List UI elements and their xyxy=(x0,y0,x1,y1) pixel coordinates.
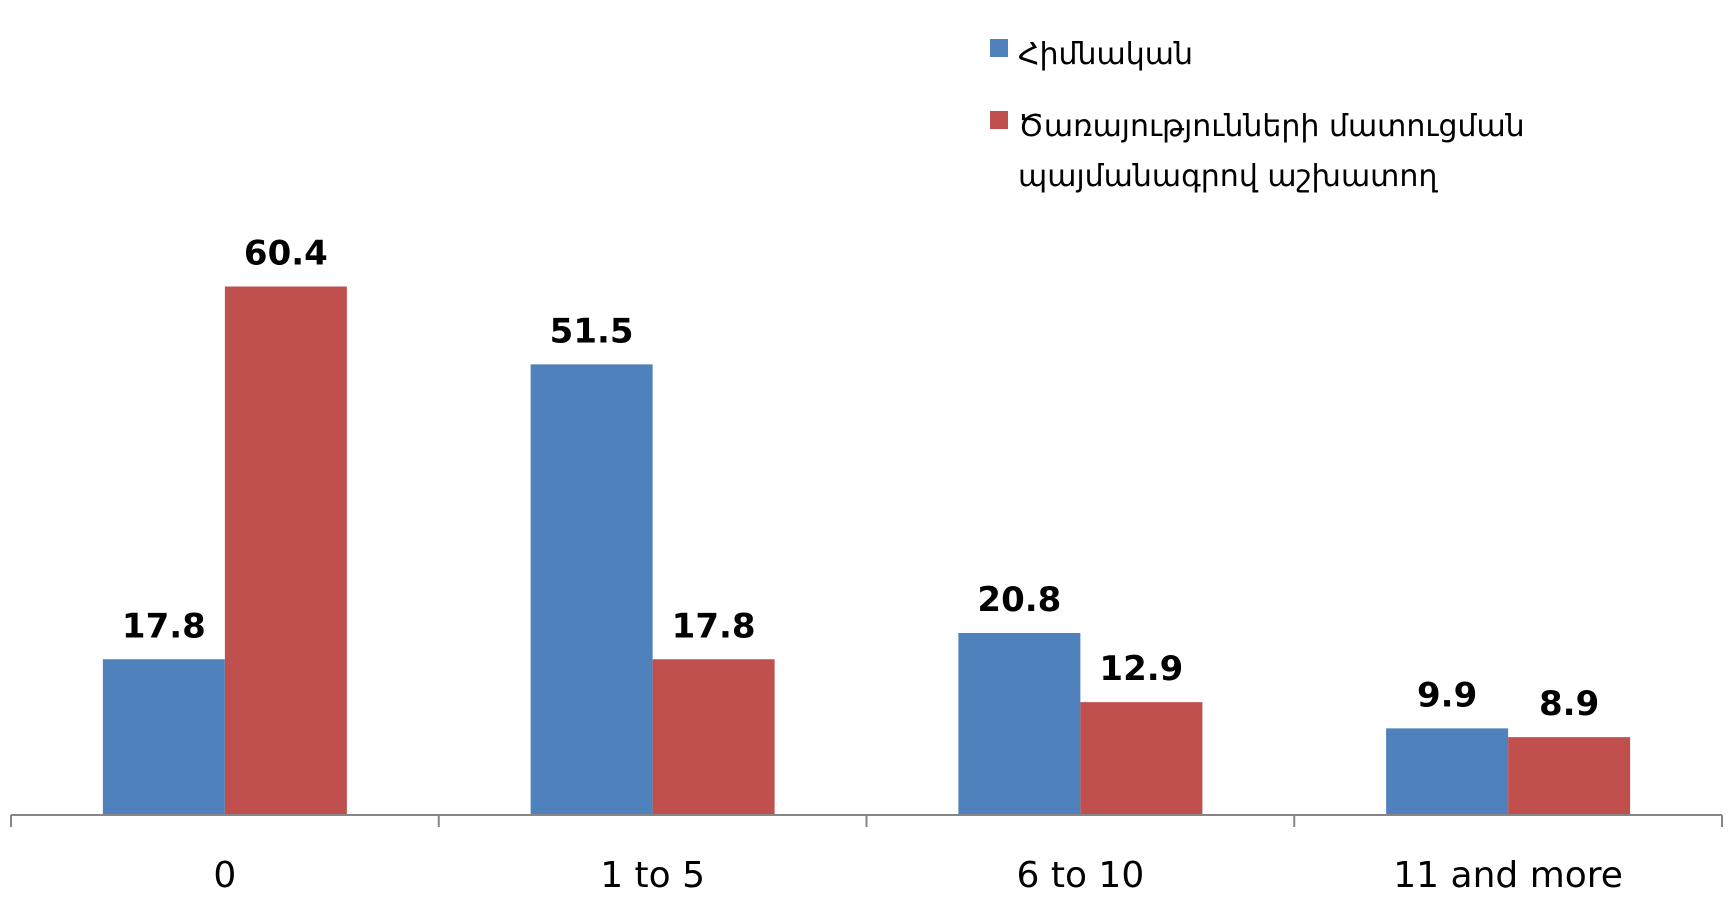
bar-series-2-3 xyxy=(1508,737,1631,815)
data-label-series-1-0: 17.8 xyxy=(122,606,206,646)
bars-group xyxy=(102,286,1631,815)
x-ticks-group xyxy=(10,815,1723,827)
data-label-series-2-1: 17.8 xyxy=(672,606,756,646)
legend-label-series-2: Ծառայությունների մատուցման պայմանագրով ա… xyxy=(1018,109,1525,194)
x-tick-label-1: 1 to 5 xyxy=(600,855,705,896)
bar-series-2-0 xyxy=(224,286,347,815)
data-label-series-2-0: 60.4 xyxy=(244,234,328,274)
x-tick-label-3: 11 and more xyxy=(1393,855,1623,896)
legend-item-series-2: Ծառայությունների մատուցման պայմանագրով ա… xyxy=(990,102,1690,202)
legend-item-series-1: Հիմնական xyxy=(990,30,1690,80)
bar-series-2-1 xyxy=(652,659,775,815)
bar-series-1-0 xyxy=(102,659,225,815)
data-labels-group: 17.8 60.4 51.5 17.8 20.8 12.9 9.9 8.9 xyxy=(122,234,1599,725)
data-label-series-2-2: 12.9 xyxy=(1099,649,1183,689)
bar-series-1-3 xyxy=(1386,728,1509,815)
legend-swatch-series-2 xyxy=(990,111,1008,129)
data-label-series-2-3: 8.9 xyxy=(1539,684,1599,724)
bar-series-1-1 xyxy=(530,364,653,815)
legend-label-series-1: Հիմնական xyxy=(1018,37,1193,72)
data-label-series-1-2: 20.8 xyxy=(977,580,1061,620)
x-tick-labels-group: 0 1 to 5 6 to 10 11 and more xyxy=(213,855,1623,896)
x-tick-label-2: 6 to 10 xyxy=(1017,855,1145,896)
legend-swatch-series-1 xyxy=(990,39,1008,57)
data-label-series-1-3: 9.9 xyxy=(1417,675,1477,715)
bar-series-2-2 xyxy=(1080,702,1203,815)
legend: Հիմնական Ծառայությունների մատուցման պայմ… xyxy=(990,30,1690,224)
bar-series-1-2 xyxy=(958,633,1081,815)
x-tick-label-0: 0 xyxy=(213,855,236,896)
data-label-series-1-1: 51.5 xyxy=(550,311,634,351)
